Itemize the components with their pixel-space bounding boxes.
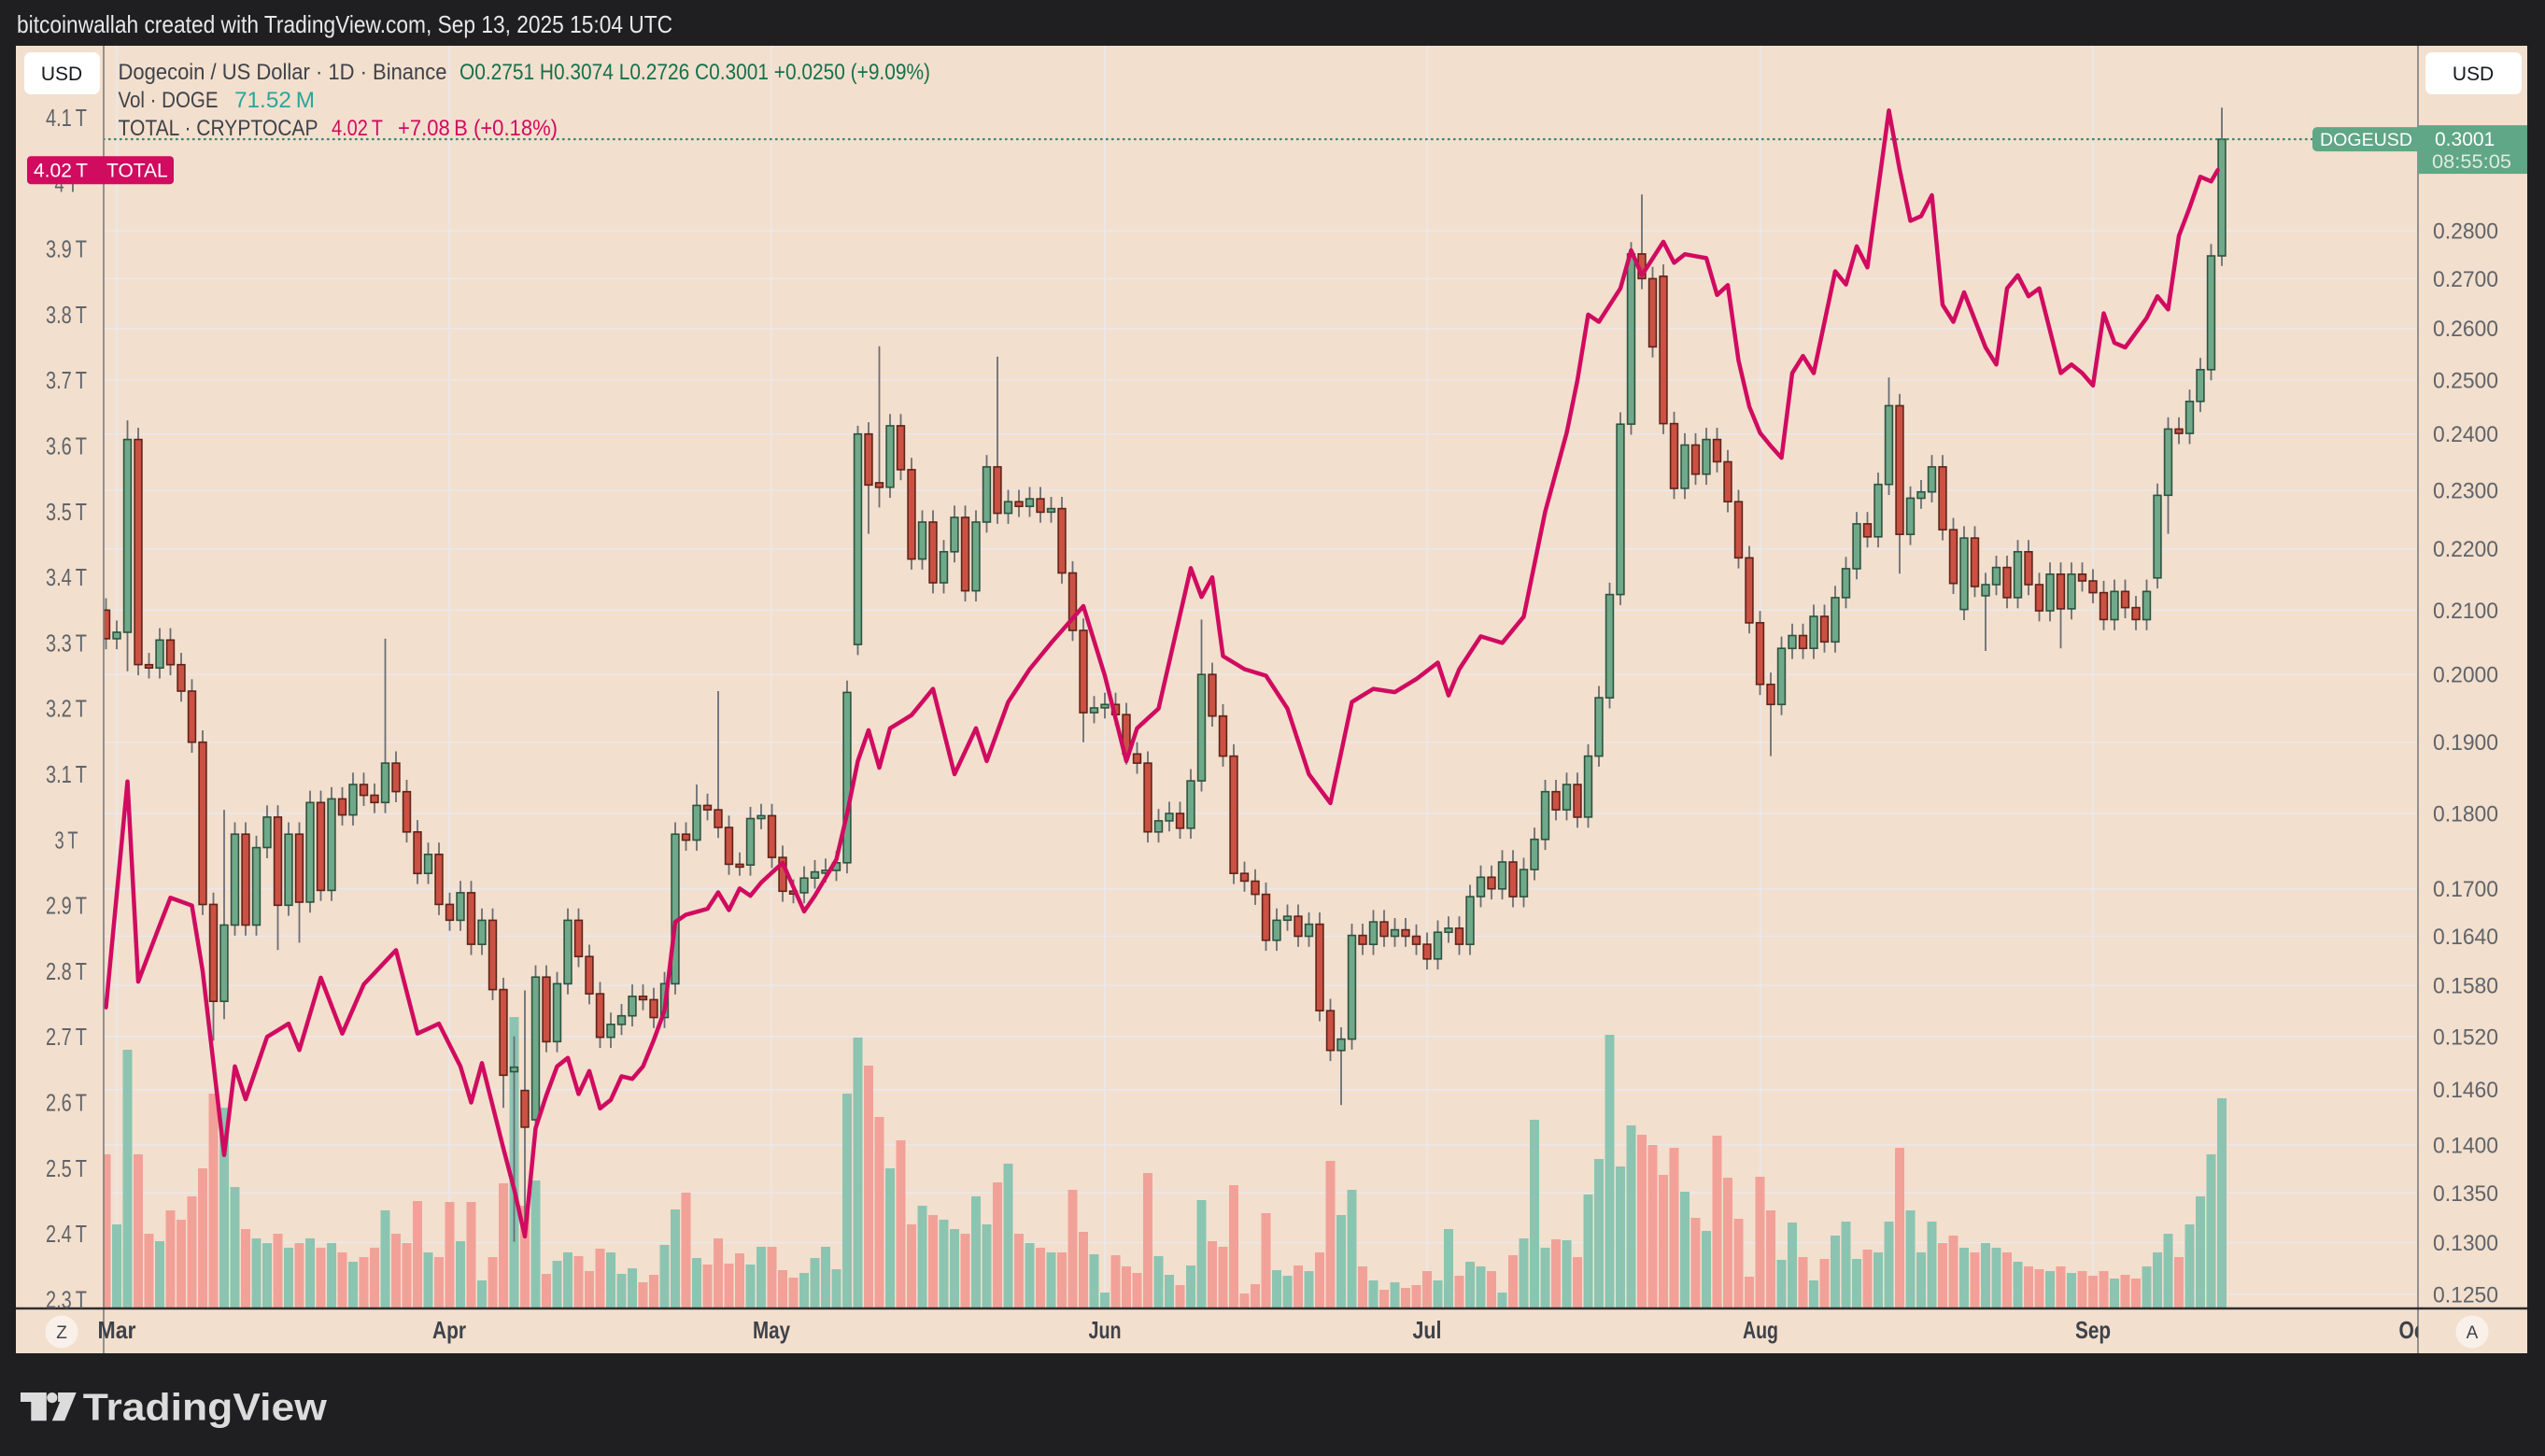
svg-text:TOTAL: TOTAL — [106, 161, 168, 182]
svg-text:Apr: Apr — [432, 1316, 466, 1344]
svg-text:0.1400: 0.1400 — [2433, 1133, 2498, 1158]
svg-text:Jul: Jul — [1413, 1316, 1442, 1344]
svg-text:TOTAL · CRYPTOCAP: TOTAL · CRYPTOCAP — [119, 116, 318, 141]
svg-text:0.1300: 0.1300 — [2433, 1231, 2498, 1256]
svg-text:3 T: 3 T — [55, 826, 78, 854]
svg-text:0.2800: 0.2800 — [2433, 219, 2498, 245]
svg-text:2.8 T: 2.8 T — [46, 957, 87, 985]
svg-text:0.1700: 0.1700 — [2433, 877, 2498, 902]
svg-text:0.1900: 0.1900 — [2433, 730, 2498, 756]
svg-text:TradingView: TradingView — [83, 1386, 327, 1429]
svg-text:Oct: Oct — [2399, 1316, 2432, 1344]
svg-text:2.4 T: 2.4 T — [46, 1220, 87, 1248]
svg-text:3.2 T: 3.2 T — [46, 695, 87, 723]
svg-text:0.2700: 0.2700 — [2433, 267, 2498, 292]
svg-text:bitcoinwallah created with Tra: bitcoinwallah created with TradingView.c… — [17, 10, 672, 38]
svg-text:3.1 T: 3.1 T — [46, 760, 87, 788]
svg-text:2.5 T: 2.5 T — [46, 1154, 87, 1182]
svg-text:0.1250: 0.1250 — [2433, 1283, 2498, 1308]
svg-text:USD: USD — [2453, 64, 2494, 85]
svg-text:3.6 T: 3.6 T — [46, 432, 87, 460]
svg-text:0.1800: 0.1800 — [2433, 802, 2498, 827]
svg-text:4.02 T: 4.02 T — [34, 161, 88, 182]
svg-text:2.6 T: 2.6 T — [46, 1089, 87, 1117]
svg-text:2.3 T: 2.3 T — [46, 1285, 87, 1313]
svg-text:USD: USD — [41, 64, 82, 85]
svg-text:0.2300: 0.2300 — [2433, 478, 2498, 503]
svg-text:0.1640: 0.1640 — [2433, 925, 2498, 950]
svg-text:0.1520: 0.1520 — [2433, 1025, 2498, 1050]
svg-text:Mar: Mar — [98, 1316, 136, 1344]
svg-text:Dogecoin / US Dollar · 1D · Bi: Dogecoin / US Dollar · 1D · Binance — [119, 60, 447, 85]
svg-text:0.1350: 0.1350 — [2433, 1181, 2498, 1207]
svg-text:0.2500: 0.2500 — [2433, 369, 2498, 394]
svg-text:0.1460: 0.1460 — [2433, 1078, 2498, 1103]
svg-text:3.7 T: 3.7 T — [46, 366, 87, 394]
svg-text:08:55:05: 08:55:05 — [2432, 151, 2511, 173]
svg-text:0.2400: 0.2400 — [2433, 422, 2498, 447]
svg-text:DOGEUSD: DOGEUSD — [2320, 130, 2412, 150]
svg-text:A: A — [2467, 1323, 2479, 1343]
svg-text:2.9 T: 2.9 T — [46, 892, 87, 920]
svg-text:2.7 T: 2.7 T — [46, 1023, 87, 1051]
svg-text:0.2200: 0.2200 — [2433, 537, 2498, 562]
svg-text:0.3001: 0.3001 — [2435, 129, 2495, 150]
svg-text:3.4 T: 3.4 T — [46, 563, 87, 591]
svg-text:O0.2751 H0.3074 L0.2726 C0.: O0.2751 H0.3074 L0.2726 C0.3001 +0.0250 … — [460, 60, 930, 85]
svg-text:Sep: Sep — [2075, 1316, 2111, 1344]
svg-text:Vol · DOGE: Vol · DOGE — [119, 88, 219, 113]
svg-text:3.5 T: 3.5 T — [46, 498, 87, 526]
svg-text:3.9 T: 3.9 T — [46, 235, 87, 263]
svg-text:3.3 T: 3.3 T — [46, 629, 87, 657]
svg-text:Z: Z — [56, 1323, 67, 1343]
svg-text:0.1580: 0.1580 — [2433, 974, 2498, 999]
svg-text:May: May — [753, 1316, 790, 1344]
svg-text:0.2600: 0.2600 — [2433, 317, 2498, 342]
svg-text:3.8 T: 3.8 T — [46, 301, 87, 329]
svg-text:71.52 M: 71.52 M — [234, 88, 315, 113]
svg-text:Jun: Jun — [1089, 1316, 1122, 1344]
svg-text:0.2100: 0.2100 — [2433, 599, 2498, 624]
svg-text:4.02 T: 4.02 T — [332, 116, 383, 141]
svg-text:Aug: Aug — [1743, 1316, 1778, 1344]
svg-text:+7.08 B (+0.18%): +7.08 B (+0.18%) — [398, 116, 558, 141]
svg-text:4.1 T: 4.1 T — [46, 104, 87, 132]
svg-text:0.2000: 0.2000 — [2433, 663, 2498, 688]
